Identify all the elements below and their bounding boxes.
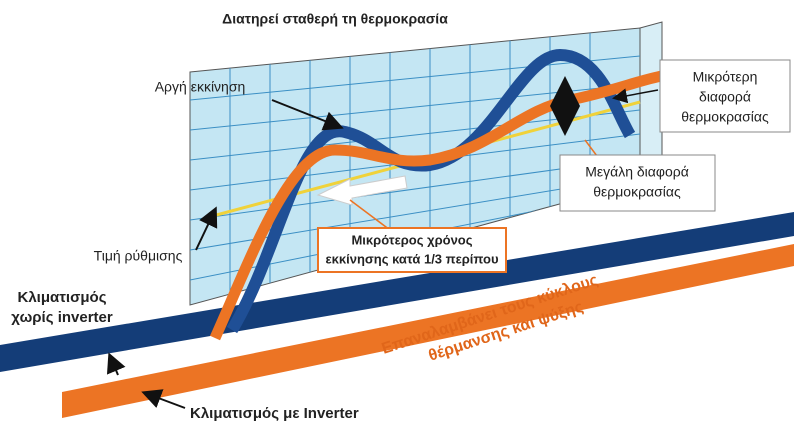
pointer bbox=[106, 352, 126, 376]
band-with-inverter bbox=[62, 244, 794, 418]
pointer bbox=[141, 389, 186, 409]
shorter-start-label: Μικρότερος χρόνος bbox=[351, 232, 472, 247]
smaller-difference-label: θερμοκρασίας bbox=[681, 109, 769, 125]
large-difference-label: Μεγάλη διαφορά bbox=[585, 164, 689, 180]
shorter-start-label: εκκίνησης κατά 1/3 περίπου bbox=[325, 251, 499, 266]
pointer bbox=[195, 206, 218, 251]
without-inverter-label: Κλιματισμός bbox=[17, 289, 106, 306]
slow-start-label: Αργή εκκίνηση bbox=[155, 79, 246, 95]
smaller-difference-label: διαφορά bbox=[699, 89, 751, 105]
large-difference-label: θερμοκρασίας bbox=[593, 184, 681, 200]
label-box bbox=[317, 227, 507, 273]
label-box bbox=[559, 154, 716, 212]
title: Διατηρεί σταθερή τη θερμοκρασία bbox=[222, 11, 448, 27]
pointer bbox=[271, 99, 344, 131]
ribbon-with-inverter bbox=[209, 70, 664, 341]
pointer bbox=[612, 88, 659, 104]
smaller-difference-label: Μικρότερη bbox=[693, 69, 758, 85]
label-box bbox=[659, 59, 791, 133]
pointer bbox=[349, 199, 391, 231]
band-without-inverter bbox=[0, 212, 794, 372]
with-inverter-label: Κλιματισμός με Inverter bbox=[190, 405, 359, 422]
without-inverter-label: χωρίς inverter bbox=[11, 309, 113, 326]
set-value-label: Τιμή ρύθμισης bbox=[94, 248, 183, 264]
shorter-start-arrow bbox=[316, 175, 408, 206]
